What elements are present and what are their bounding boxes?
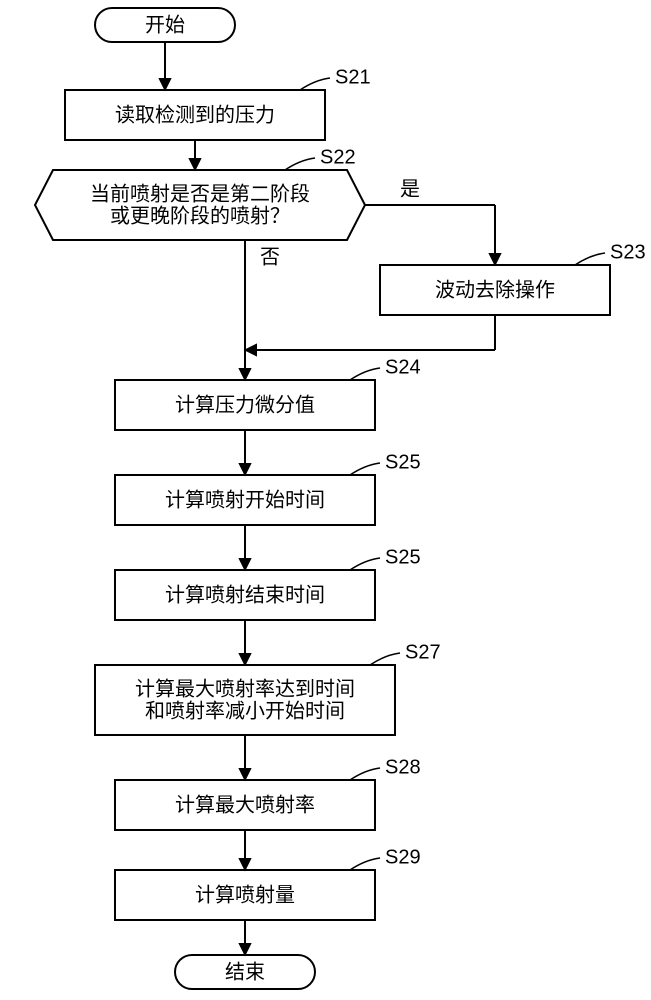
decision-text: 或更晚阶段的喷射？ [110,204,290,227]
terminal-end-label: 结束 [225,960,265,983]
step-label: S27 [405,641,441,663]
decision-text: 当前喷射是否是第二阶段 [90,182,310,205]
process-s27-text: 和喷射率减小开始时间 [145,699,345,722]
edge-yes: 是 [400,178,420,200]
step-label: S28 [385,756,421,778]
process-s29-text: 计算喷射量 [195,883,295,906]
step-label: S23 [610,241,646,263]
step-label: S29 [385,846,421,868]
process-s24-text: 计算压力微分值 [175,393,315,416]
process-s25a-text: 计算喷射开始时间 [165,488,325,511]
terminal-start-label: 开始 [145,13,185,36]
step-label: S22 [320,146,356,168]
process-s23-text: 波动去除操作 [435,278,555,301]
edge-no: 否 [260,246,280,268]
step-label: S24 [385,356,421,378]
process-s21-text: 读取检测到的压力 [115,103,275,126]
process-s28-text: 计算最大喷射率 [175,793,315,816]
flowchart: 开始结束 当前喷射是否是第二阶段或更晚阶段的喷射？ 读取检测到的压力波动去除操作计算… [0,0,651,1000]
step-label: S21 [335,66,371,88]
step-label: S25 [385,451,421,473]
process-s27-text: 计算最大喷射率达到时间 [135,677,355,700]
step-label: S25 [385,546,421,568]
process-s25b-text: 计算喷射结束时间 [165,583,325,606]
